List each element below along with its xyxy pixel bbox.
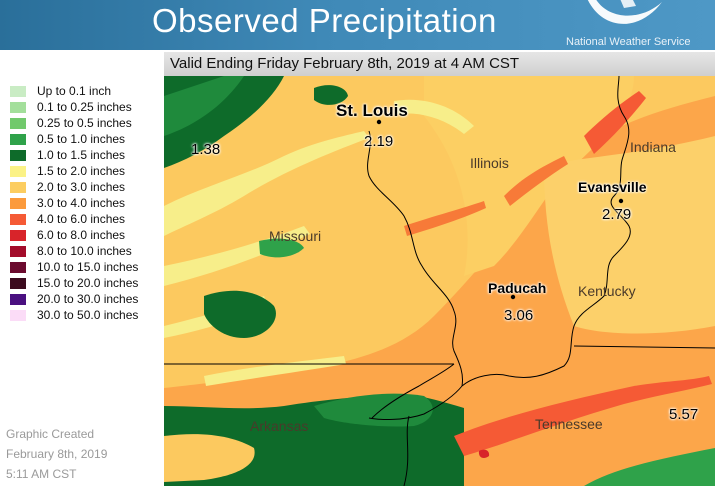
precip-area-6to8 (478, 449, 490, 459)
legend-swatch (10, 278, 26, 289)
state-boundary (371, 363, 455, 419)
amount-label-east-tn: 5.57 (669, 406, 699, 423)
legend-swatch (10, 294, 26, 305)
amount-label-st-louis: 2.19 (364, 133, 394, 150)
city-label-st-louis: St. Louis (336, 101, 408, 120)
city-marker-st-louis (376, 119, 382, 125)
amount-label-paducah: 3.06 (504, 307, 534, 324)
legend-label: 2.0 to 3.0 inches (37, 180, 126, 194)
amount-label-evansville: 2.79 (602, 206, 632, 223)
state-label-missouri: Missouri (269, 228, 322, 244)
legend-swatch (10, 310, 26, 321)
state-boundary (368, 385, 463, 420)
header-banner: Observed Precipitation National Weather … (0, 0, 715, 50)
city-marker-paducah (510, 294, 516, 300)
legend-label: 15.0 to 20.0 inches (37, 276, 139, 290)
legend-swatch (10, 118, 26, 129)
city-label-paducah: Paducah (488, 280, 547, 296)
legend-swatch (10, 102, 26, 113)
precip-area-1to1p5 (314, 85, 348, 105)
agency-label: National Weather Service (566, 36, 691, 48)
legend-swatch (10, 198, 26, 209)
legend-label: 0.5 to 1.0 inches (37, 132, 126, 146)
legend-swatch (10, 262, 26, 273)
legend-label: 3.0 to 4.0 inches (37, 196, 126, 210)
state-label-arkansas: Arkansas (250, 418, 309, 434)
legend-label: 1.5 to 2.0 inches (37, 164, 126, 178)
legend-label: 8.0 to 10.0 inches (37, 244, 132, 258)
precip-area-1to1p5 (204, 290, 276, 338)
city-label-evansville: Evansville (578, 179, 647, 195)
legend-swatch (10, 214, 26, 225)
precip-area-4to6 (454, 376, 712, 456)
precip-area-4to6 (584, 91, 646, 154)
precip-area-0p5to1 (259, 238, 304, 258)
legend-swatch (10, 182, 26, 193)
legend-swatch (10, 246, 26, 257)
legend-label: 4.0 to 6.0 inches (37, 212, 126, 226)
amount-label-west-mo: 1.38 (191, 141, 221, 158)
mississippi-river (367, 130, 463, 387)
state-label-tennessee: Tennessee (535, 416, 603, 432)
graphic-created-note: Graphic Created February 8th, 2019 5:11 … (6, 424, 107, 484)
valid-time-text: Valid Ending Friday February 8th, 2019 a… (170, 55, 520, 72)
precip-area-2to3 (164, 434, 255, 482)
precip-map-canvas (164, 76, 715, 486)
legend-label: 10.0 to 15.0 inches (37, 260, 139, 274)
legend-label: 0.1 to 0.25 inches (37, 100, 132, 114)
state-label-indiana: Indiana (630, 139, 676, 155)
page-title: Observed Precipitation (152, 2, 497, 39)
precip-area-0p5to1 (164, 76, 244, 136)
city-marker-evansville (618, 198, 624, 204)
created-line-1: Graphic Created (6, 427, 95, 441)
legend-label: Up to 0.1 inch (37, 84, 112, 98)
state-label-illinois: Illinois (470, 155, 509, 171)
legend-label: 1.0 to 1.5 inches (37, 148, 126, 162)
legend-swatch (10, 150, 26, 161)
precip-area-4to6 (404, 201, 486, 236)
created-line-2: February 8th, 2019 (6, 447, 108, 461)
legend-swatch (10, 86, 26, 97)
legend-swatch (10, 166, 26, 177)
precip-area-1p5to2 (164, 131, 369, 236)
ohio-wabash-river (461, 76, 631, 387)
nws-logo-icon (588, 0, 662, 24)
legend-label: 30.0 to 50.0 inches (37, 308, 139, 322)
valid-time-bar: Valid Ending Friday February 8th, 2019 a… (164, 52, 715, 77)
legend-label: 20.0 to 30.0 inches (37, 292, 139, 306)
precip-area-0p5to1 (584, 448, 715, 486)
mississippi-river-south (403, 415, 410, 486)
legend-label: 0.25 to 0.5 inches (37, 116, 132, 130)
state-boundary (573, 345, 715, 349)
created-line-3: 5:11 AM CST (6, 467, 77, 481)
precip-map[interactable]: Missouri Illinois Indiana Kentucky Arkan… (164, 76, 715, 486)
precip-area-4to6 (504, 156, 568, 206)
state-label-kentucky: Kentucky (578, 283, 636, 299)
legend-swatch (10, 230, 26, 241)
precip-area-1p5to2 (394, 99, 474, 134)
legend-label: 6.0 to 8.0 inches (37, 228, 126, 242)
legend-swatch (10, 134, 26, 145)
